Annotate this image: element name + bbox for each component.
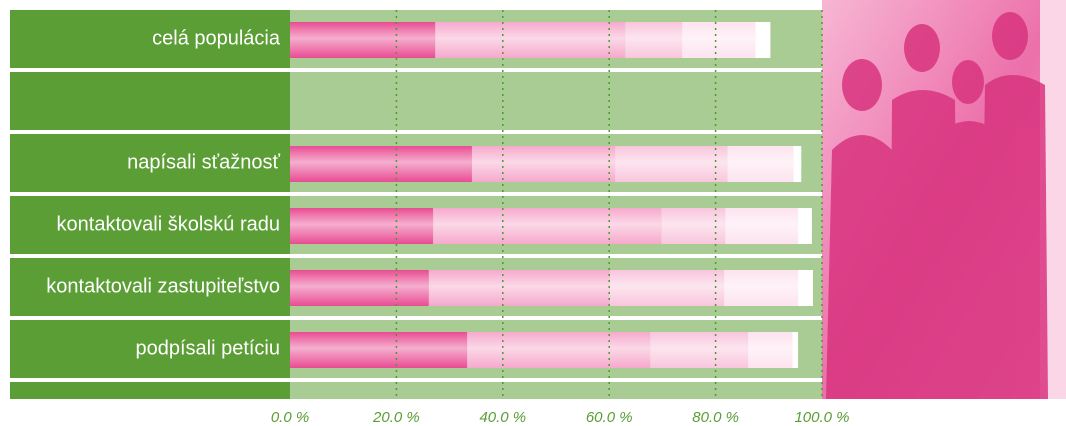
bar-shine (290, 146, 472, 182)
category-label: kontaktovali školskú radu (57, 213, 280, 235)
label-cell (10, 10, 290, 68)
bar-shine (290, 270, 429, 306)
bar-shine (793, 146, 802, 182)
x-tick-label: 20.0 % (372, 409, 420, 426)
label-cell (10, 320, 290, 378)
bar-shine (428, 270, 610, 306)
bar-shine (727, 146, 794, 182)
bar-shine (798, 208, 812, 244)
bar-shine (615, 146, 728, 182)
bar-shine (798, 270, 813, 306)
plot: celá populácia napísali sťažnosť kontaktov… (10, 10, 823, 399)
bar-shine (467, 332, 651, 368)
bar-shine (435, 22, 626, 58)
bar-shine (725, 208, 799, 244)
label-cell (10, 72, 290, 130)
bar-shine (471, 146, 616, 182)
x-tick-label: 80.0 % (692, 409, 739, 426)
x-tick-label: 0.0 % (271, 409, 309, 426)
bar-shine (661, 208, 726, 244)
bar-shine (792, 332, 799, 368)
bar-shine (625, 22, 683, 58)
row-band (290, 72, 822, 130)
x-tick-label: 60.0 % (586, 409, 633, 426)
bar-shine (290, 22, 436, 58)
label-cell (10, 258, 290, 316)
row-band (290, 382, 822, 399)
bar-shine (609, 270, 725, 306)
category-label: kontaktovali zastupiteľstvo (46, 275, 280, 297)
label-cell (10, 196, 290, 254)
x-tick-label: 40.0 % (479, 409, 526, 426)
category-label: celá populácia (152, 27, 281, 49)
bar-shine (290, 208, 434, 244)
photo (822, 0, 1066, 399)
bar-shine (755, 22, 771, 58)
category-label: napísali sťažnosť (127, 151, 280, 173)
label-cell (10, 134, 290, 192)
bar-shine (682, 22, 756, 58)
x-tick-label: 100.0 % (794, 409, 849, 426)
bar-shine (724, 270, 799, 306)
bar-shine (290, 332, 468, 368)
category-label: podpísali petíciu (135, 337, 280, 359)
bar-shine (433, 208, 662, 244)
bar-shine (748, 332, 793, 368)
bar-shine (650, 332, 749, 368)
label-cell (10, 382, 290, 399)
